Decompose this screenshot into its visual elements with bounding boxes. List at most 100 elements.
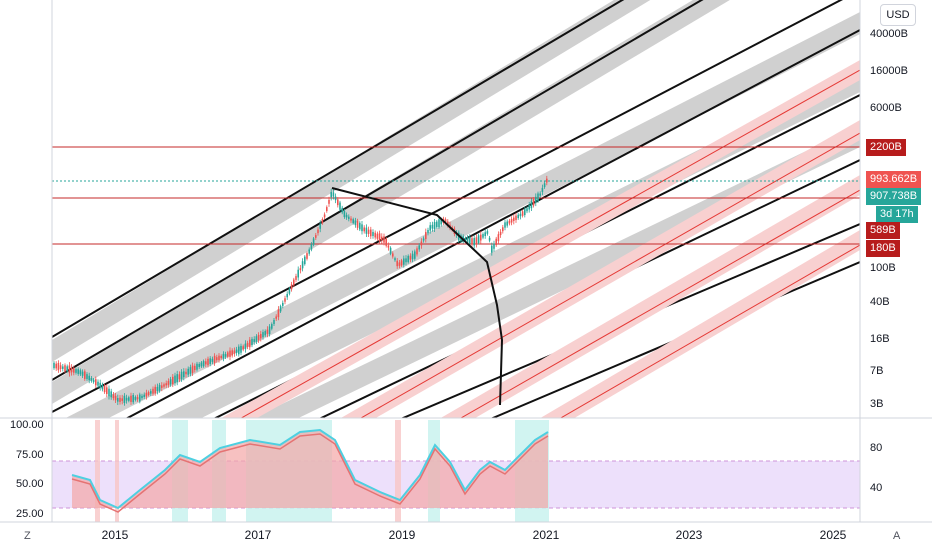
candle-body: [376, 233, 379, 239]
candle-body: [130, 395, 132, 402]
candle-body: [502, 227, 504, 232]
candle-body: [152, 388, 154, 394]
candle-body: [530, 201, 533, 209]
candle-body: [73, 368, 75, 373]
candle-body: [143, 394, 145, 398]
osc-area: [72, 430, 548, 508]
pink-channel-band: [221, 60, 860, 418]
osc-right-tick: 80: [870, 442, 883, 454]
candle-body: [407, 255, 409, 263]
candle-body: [165, 383, 167, 386]
candle-body: [425, 232, 427, 240]
candle-body: [321, 219, 324, 224]
candle-body: [524, 209, 526, 216]
candle-body: [128, 397, 130, 401]
candle-body: [484, 232, 486, 236]
osc-left-tick: 100.00: [10, 419, 44, 431]
countdown-tag: 3d 17h: [876, 206, 918, 223]
candle-body: [277, 309, 280, 318]
candle-body: [255, 336, 258, 342]
candle-body: [365, 227, 368, 234]
candle-body: [121, 398, 123, 401]
candle-body: [205, 361, 207, 365]
drawn-path: [331, 187, 504, 406]
candle-body: [106, 387, 108, 394]
candle-body: [266, 329, 269, 334]
candle-body: [528, 204, 530, 210]
candle-body: [403, 258, 405, 265]
candle-body: [57, 362, 60, 371]
candle-body: [319, 223, 321, 229]
candle-body: [433, 222, 436, 230]
candle-body: [486, 231, 489, 234]
candle-body: [249, 339, 251, 348]
candle-body: [495, 238, 497, 246]
candle-body: [108, 388, 110, 397]
candle-body: [220, 355, 222, 359]
candle-body: [235, 349, 238, 353]
candle-body: [385, 238, 387, 246]
zoom-reset-button[interactable]: Z: [24, 530, 31, 542]
candle-body: [209, 358, 211, 364]
osc-left-tick: 75.00: [16, 449, 44, 461]
candle-body: [268, 326, 271, 335]
candle-body: [535, 196, 537, 203]
osc-left-tick: 25.00: [16, 508, 44, 520]
candle-body: [392, 253, 394, 257]
candle-body: [55, 363, 57, 369]
candle-body: [134, 396, 137, 400]
candle-body: [315, 235, 317, 238]
chart-frame: [0, 0, 932, 523]
candle-body: [354, 220, 357, 226]
candle-body: [508, 220, 511, 224]
candle-body: [378, 233, 381, 242]
candle-body: [383, 236, 385, 243]
price-tick: 100B: [870, 262, 896, 274]
level-tag-2200: 2200B: [866, 139, 906, 156]
red-channel-line: [360, 132, 860, 418]
candle-body: [275, 316, 277, 319]
candle-body: [367, 229, 370, 234]
price-candles: [53, 175, 548, 406]
candle-body: [348, 216, 350, 220]
candle-body: [229, 350, 231, 357]
candle-body: [253, 339, 255, 342]
candle-body: [191, 365, 194, 373]
candle-body: [156, 386, 159, 391]
candle-body: [526, 208, 528, 212]
price-tick: 16B: [870, 333, 890, 345]
candle-body: [238, 346, 240, 355]
candle-body: [447, 221, 449, 226]
candle-body: [158, 384, 161, 391]
auto-scale-button[interactable]: A: [893, 530, 901, 542]
currency-button[interactable]: USD: [880, 4, 916, 26]
candle-body: [339, 202, 341, 210]
osc-highlight: [115, 420, 119, 522]
candle-body: [312, 238, 315, 245]
candle-body: [330, 192, 332, 198]
candle-body: [174, 375, 176, 384]
candle-body: [86, 374, 88, 379]
price-tick: 40B: [870, 296, 890, 308]
candle-body: [211, 358, 214, 362]
candle-body: [543, 183, 546, 188]
candle-body: [539, 193, 541, 196]
candle-body: [233, 350, 236, 354]
candle-body: [53, 362, 55, 369]
candle-body: [326, 207, 328, 212]
candle-body: [493, 243, 495, 249]
osc-highlight: [95, 420, 100, 522]
candle-body: [546, 178, 548, 183]
candle-body: [286, 293, 288, 298]
candle-body: [372, 231, 374, 237]
candle-body: [332, 192, 335, 197]
candle-body: [251, 338, 253, 346]
candle-body: [227, 352, 229, 357]
candle-body: [273, 319, 275, 325]
candle-body: [431, 224, 434, 229]
candle-body: [147, 392, 150, 396]
candle-body: [172, 376, 174, 385]
candle-body: [420, 241, 423, 246]
candle-body: [471, 238, 473, 245]
